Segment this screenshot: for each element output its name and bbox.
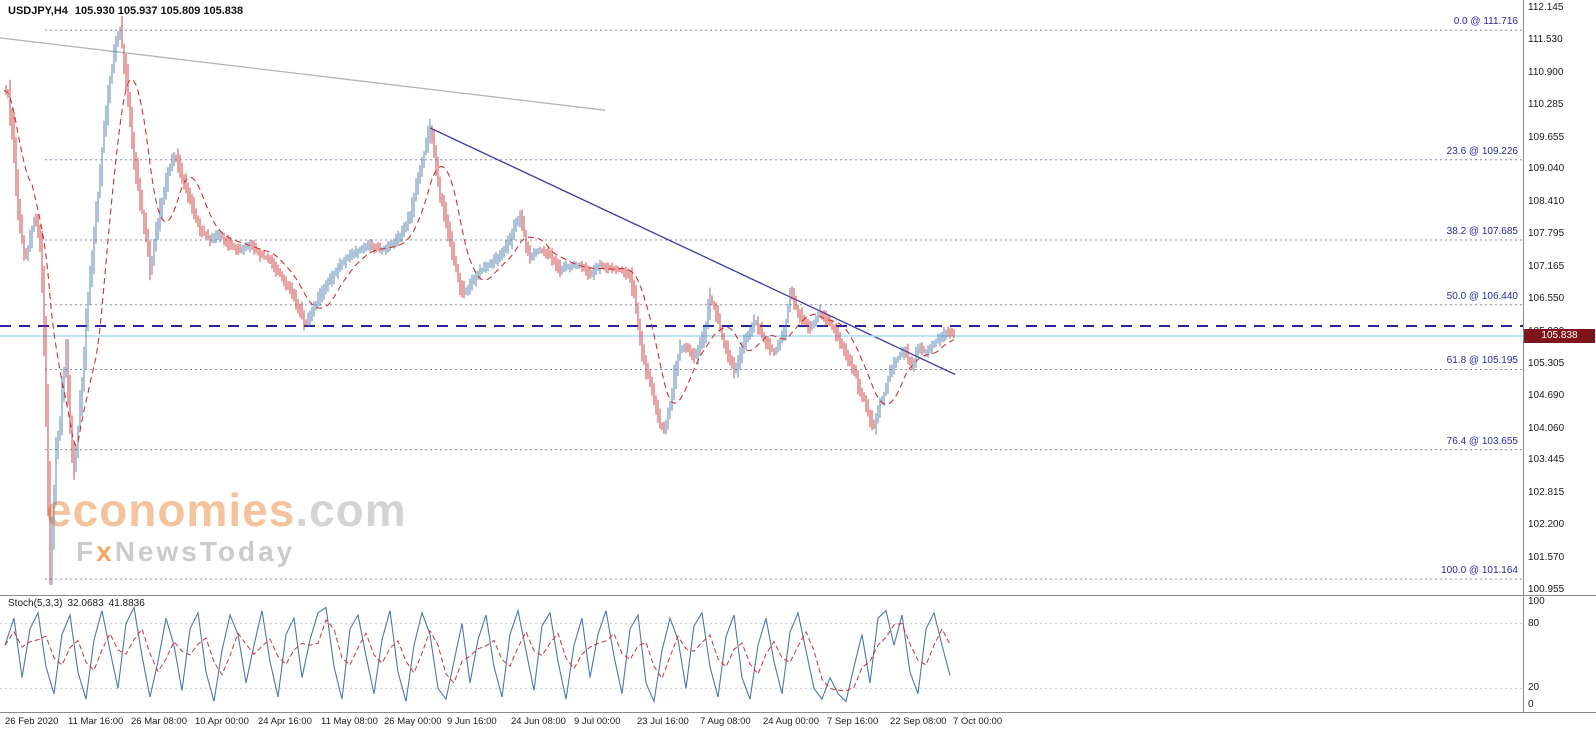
- watermark-logo: economies.com FxNewsToday: [46, 486, 407, 568]
- watermark-tagline-prefix: F: [76, 536, 97, 568]
- current-price-badge: 105.838: [1524, 329, 1595, 343]
- watermark-brand-suffix: .com: [295, 484, 407, 536]
- stoch-d-value: 41.8836: [108, 598, 145, 609]
- stoch-k-value: 32.0683: [67, 598, 104, 609]
- symbol-period-label: USDJPY,H4: [8, 5, 68, 17]
- ohlc-values: 105.930 105.937 105.809 105.838: [74, 5, 244, 17]
- watermark-tagline: FxNewsToday: [46, 536, 407, 568]
- watermark-tagline-accent: x: [96, 536, 115, 568]
- watermark-tagline-rest: NewsToday: [114, 536, 296, 568]
- chart-title: USDJPY,H4 105.930 105.937 105.809 105.838: [8, 5, 243, 17]
- watermark-brand: economies.com: [46, 486, 407, 534]
- stoch-indicator-label: Stoch(5,3,3) 32.0683 41.8836: [8, 598, 150, 609]
- stoch-name: Stoch(5,3,3): [8, 598, 63, 609]
- watermark-brand-main: economies: [46, 484, 296, 536]
